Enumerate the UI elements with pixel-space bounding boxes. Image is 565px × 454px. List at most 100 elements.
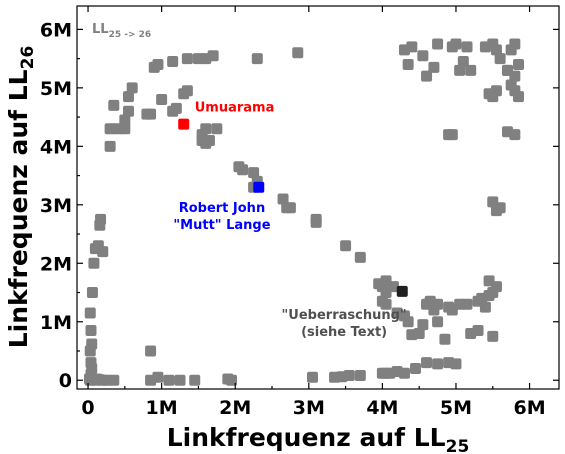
data-point — [251, 53, 263, 65]
annotation-label: (siehe Text) — [301, 325, 387, 340]
data-point — [490, 281, 502, 293]
data-point — [490, 44, 502, 56]
y-tick-label: 4M — [40, 136, 72, 158]
data-point — [207, 50, 219, 62]
x-tick-label: 0 — [81, 397, 94, 419]
data-point — [413, 327, 425, 339]
data-point — [354, 251, 366, 263]
data-point — [465, 64, 477, 76]
x-tick-label: 5M — [440, 397, 472, 419]
data-point — [310, 216, 322, 228]
data-points — [84, 38, 525, 386]
data-point — [490, 85, 502, 97]
data-point — [494, 53, 506, 65]
data-point — [119, 123, 131, 135]
data-point — [417, 319, 429, 331]
data-point — [170, 102, 182, 114]
y-axis-title-sub: 26 — [18, 46, 38, 70]
data-point — [461, 41, 473, 53]
data-point — [237, 164, 249, 176]
data-point — [376, 295, 388, 307]
x-tick-label: 6M — [513, 397, 545, 419]
data-point — [428, 304, 440, 316]
data-point — [402, 316, 414, 328]
corner-label-main: LL — [92, 22, 109, 37]
data-point — [167, 56, 179, 68]
y-axis-title: Linkfrequenz auf LL26 — [4, 46, 38, 349]
data-point — [494, 202, 506, 214]
data-point — [84, 307, 96, 319]
data-point — [513, 58, 525, 70]
data-point — [292, 47, 304, 59]
data-point — [119, 114, 131, 126]
data-point — [85, 325, 97, 337]
data-point — [428, 61, 440, 73]
data-point — [410, 363, 422, 375]
data-point — [472, 325, 484, 337]
data-point — [417, 50, 429, 62]
data-point — [181, 53, 193, 65]
annotation-label: "Ueberraschung" — [282, 308, 407, 323]
data-point — [145, 108, 157, 120]
annotation-label: Robert John — [179, 201, 266, 216]
data-point — [450, 38, 462, 50]
data-point — [145, 345, 157, 357]
data-point — [421, 357, 433, 369]
data-point — [513, 91, 525, 103]
data-point — [450, 358, 462, 370]
y-axis-ticks: 0 1M 2M 3M 4M 5M 6M — [40, 19, 559, 392]
data-point — [152, 58, 164, 70]
data-point — [406, 41, 418, 53]
data-point — [432, 316, 444, 328]
data-point — [86, 287, 98, 299]
data-point — [108, 99, 120, 111]
data-point — [203, 134, 215, 146]
data-point — [88, 257, 100, 269]
data-point — [108, 374, 120, 386]
x-axis-title-main: Linkfrequenz auf LL — [167, 423, 446, 452]
annotations: Umuarama Robert John "Mutt" Lange "Ueberras… — [173, 100, 406, 340]
data-point — [200, 123, 212, 135]
data-point — [156, 94, 168, 106]
data-point — [398, 367, 410, 379]
highlight-point — [396, 285, 408, 297]
corner-label: LL25 -> 26 — [92, 22, 151, 40]
data-point — [343, 370, 355, 382]
x-axis-title: Linkfrequenz auf LL25 — [167, 423, 470, 454]
data-point — [123, 105, 135, 117]
data-point — [181, 85, 193, 97]
x-axis-ticks: 0 1M 2M 3M 4M 5M 6M — [81, 6, 546, 419]
data-point — [354, 370, 366, 382]
data-point — [211, 123, 223, 135]
data-point — [509, 129, 521, 141]
y-tick-label: 1M — [40, 312, 72, 334]
data-point — [457, 56, 469, 68]
highlight-point — [178, 118, 190, 130]
data-point — [509, 70, 521, 82]
data-point — [189, 374, 201, 386]
data-point — [248, 167, 260, 179]
x-tick-label: 3M — [293, 397, 325, 419]
data-point — [226, 374, 238, 386]
data-point — [95, 213, 107, 225]
corner-label-sub: 25 -> 26 — [109, 30, 152, 40]
data-point — [402, 58, 414, 70]
data-point — [432, 358, 444, 370]
data-point — [443, 301, 455, 313]
data-point — [479, 301, 491, 313]
data-point — [97, 246, 109, 258]
data-point — [284, 202, 296, 214]
highlight-point — [253, 181, 265, 193]
data-point — [461, 298, 473, 310]
data-point — [163, 374, 175, 386]
data-point — [454, 64, 466, 76]
data-point — [483, 289, 495, 301]
annotation-label: "Mutt" Lange — [173, 218, 270, 233]
data-point — [85, 357, 97, 369]
data-point — [86, 338, 98, 350]
data-point — [432, 38, 444, 50]
y-tick-label: 5M — [40, 78, 72, 100]
y-tick-label: 2M — [40, 253, 72, 275]
x-tick-label: 4M — [366, 397, 398, 419]
